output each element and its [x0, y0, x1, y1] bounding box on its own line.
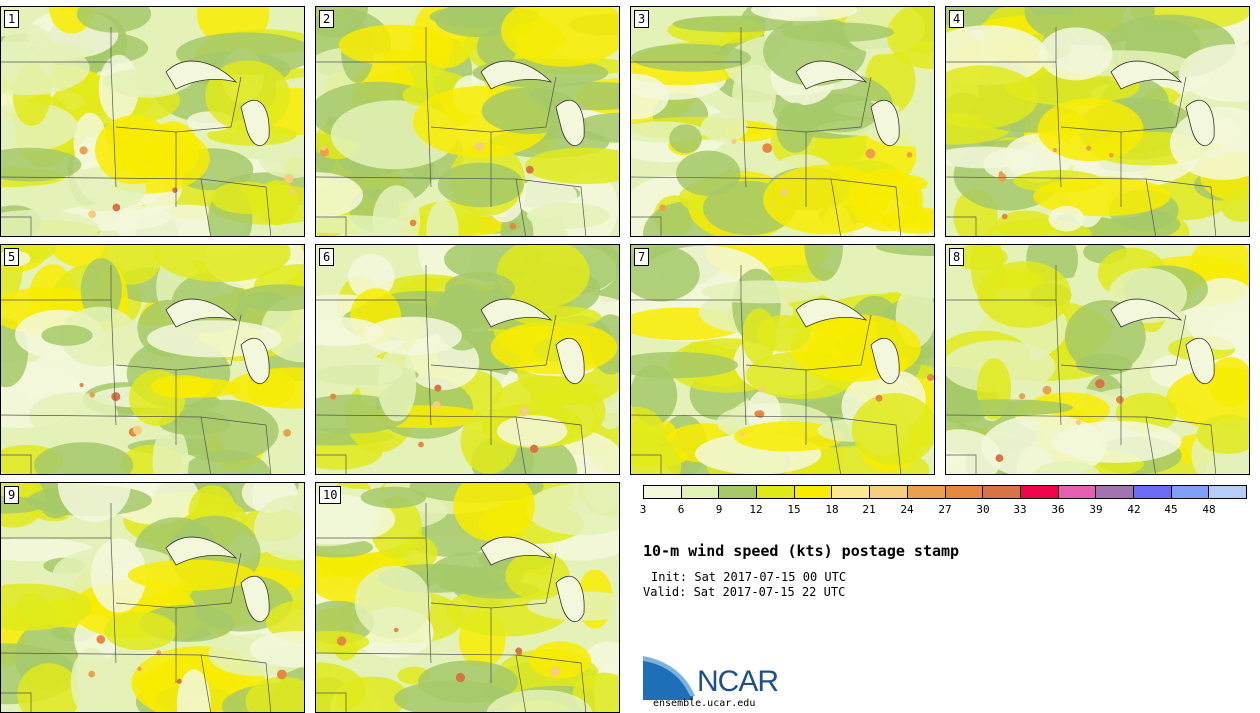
colorbar-cell [1020, 486, 1059, 498]
postage-stamp-panel-5: 5 [0, 244, 305, 475]
wind-speed-map [631, 245, 934, 474]
ncar-swoosh-icon [643, 656, 695, 700]
wind-speed-map [316, 245, 619, 474]
panel-number: 8 [949, 248, 965, 266]
postage-stamp-panel-10: 10 [315, 482, 620, 713]
wind-speed-map [316, 7, 619, 236]
colorbar-cell [757, 486, 795, 498]
colorbar-tick: 30 [976, 503, 990, 516]
postage-stamp-panel-7: 7 [630, 244, 935, 475]
colorbar-tick: 36 [1051, 503, 1065, 516]
colorbar-cell [870, 486, 908, 498]
panel-number: 5 [4, 248, 20, 266]
colorbar-cell [1171, 486, 1210, 498]
panel-number: 2 [319, 10, 335, 28]
colorbar-cell [1133, 486, 1172, 498]
colorbar-tick: 42 [1127, 503, 1141, 516]
wind-speed-map [1, 483, 304, 712]
colorbar-cell [681, 486, 720, 498]
colorbar-tick: 3 [639, 503, 647, 516]
colorbar-cell [1209, 486, 1246, 498]
colorbar-tick: 18 [825, 503, 839, 516]
panel-number: 7 [634, 248, 650, 266]
postage-stamp-panel-9: 9 [0, 482, 305, 713]
colorbar-tick: 27 [938, 503, 952, 516]
wind-speed-map [946, 245, 1249, 474]
colorbar-tick: 9 [715, 503, 723, 516]
colorbar-tick: 33 [1013, 503, 1027, 516]
colorbar-cell [945, 486, 984, 498]
colorbar-cell [719, 486, 758, 498]
colorbar-tick: 12 [749, 503, 763, 516]
colorbar-cell [1096, 486, 1134, 498]
colorbar-tick: 39 [1089, 503, 1103, 516]
colorbar-cell [1058, 486, 1097, 498]
colorbar-cell [644, 486, 682, 498]
product-title: 10-m wind speed (kts) postage stamp [643, 542, 960, 560]
panel-number: 10 [319, 486, 342, 504]
colorbar-cell [983, 486, 1021, 498]
colorbar-cell [832, 486, 871, 498]
panel-number: 4 [949, 10, 965, 28]
valid-time: Valid: Sat 2017-07-15 22 UTC [643, 585, 846, 599]
postage-stamp-panel-6: 6 [315, 244, 620, 475]
colorbar-tick: 21 [862, 503, 876, 516]
postage-stamp-panel-1: 1 [0, 6, 305, 237]
ncar-logo-text: NCAR [697, 665, 779, 698]
wind-speed-map [1, 7, 304, 236]
colorbar-cell [907, 486, 946, 498]
wind-speed-map [946, 7, 1249, 236]
wind-speed-map [631, 7, 934, 236]
wind-speed-map [316, 483, 619, 712]
wind-speed-map [1, 245, 304, 474]
colorbar-tick: 24 [900, 503, 914, 516]
site-url: ensemble.ucar.edu [653, 698, 756, 709]
postage-stamp-panel-8: 8 [945, 244, 1250, 475]
panel-number: 3 [634, 10, 650, 28]
init-time: Init: Sat 2017-07-15 00 UTC [651, 570, 847, 584]
postage-stamp-panel-4: 4 [945, 6, 1250, 237]
panel-number: 9 [4, 486, 20, 504]
postage-stamp-panel-2: 2 [315, 6, 620, 237]
colorbar-tick: 6 [677, 503, 685, 516]
colorbar-cell [794, 486, 833, 498]
wind-speed-colorbar [643, 485, 1247, 499]
postage-stamp-panel-3: 3 [630, 6, 935, 237]
panel-number: 6 [319, 248, 335, 266]
panel-number: 1 [4, 10, 20, 28]
colorbar-tick: 45 [1164, 503, 1178, 516]
colorbar-tick: 48 [1202, 503, 1216, 516]
colorbar-tick: 15 [787, 503, 801, 516]
